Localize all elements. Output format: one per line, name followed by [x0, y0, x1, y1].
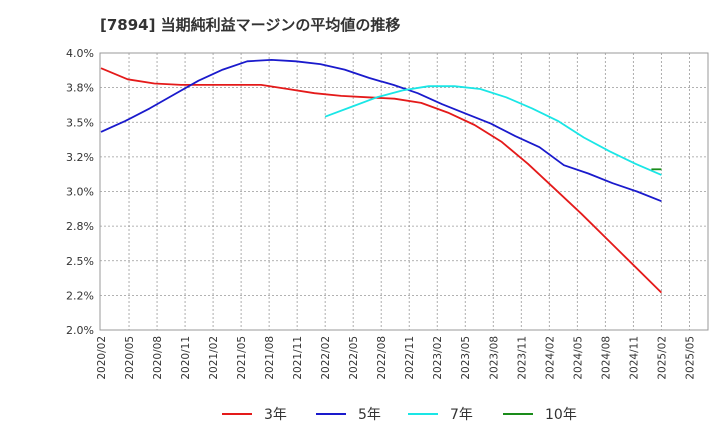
- y-tick-label: 2.2%: [66, 289, 94, 302]
- x-tick-label: 2022/05: [348, 336, 360, 380]
- grid-layer: [99, 52, 709, 331]
- x-tick-label: 2021/05: [236, 336, 248, 380]
- x-tick-label: 2023/02: [432, 336, 444, 380]
- x-tick-label: 2021/08: [264, 336, 276, 380]
- y-tick-label: 2.0%: [66, 324, 94, 337]
- x-tick-label: 2024/02: [544, 336, 556, 380]
- x-tick-label: 2022/08: [376, 336, 388, 380]
- series-line-3: [324, 85, 662, 176]
- axis-layer: 2.0% 2.2% 2.5% 2.8% 3.0% 3.2% 3.5% 3.8% 4.0% 2020…: [66, 47, 696, 380]
- y-tick-label: 3.2%: [66, 151, 94, 164]
- legend-label: 7年: [450, 407, 473, 423]
- x-tick-label: 2020/08: [152, 336, 164, 380]
- x-tick-label: 2022/02: [320, 336, 332, 380]
- x-tick-label: 2022/11: [404, 336, 416, 380]
- y-tick-label: 3.8%: [66, 82, 94, 95]
- legend-label: 5年: [358, 407, 381, 423]
- x-tick-label: 2023/05: [460, 336, 472, 380]
- series-line-2: [100, 59, 662, 203]
- x-tick-label: 2020/11: [180, 336, 192, 380]
- series-layer: [100, 59, 663, 294]
- chart-title: [7894] 当期純利益マージンの平均値の推移: [100, 16, 401, 34]
- series-line-1: [100, 67, 663, 294]
- x-tick-label: 2025/02: [656, 336, 668, 380]
- x-tick-label: 2021/02: [208, 336, 220, 380]
- y-tick-label: 2.8%: [66, 220, 94, 233]
- x-tick-label: 2024/08: [600, 336, 612, 380]
- legend-label: 10年: [545, 407, 577, 423]
- legend-label: 3年: [264, 407, 287, 423]
- x-tick-label: 2025/05: [684, 336, 696, 380]
- x-tick-label: 2023/11: [516, 336, 528, 380]
- y-tick-label: 3.5%: [66, 116, 94, 129]
- y-tick-label: 3.0%: [66, 186, 94, 199]
- x-tick-label: 2024/11: [628, 336, 640, 380]
- legend: 3年 5年 7年 10年: [222, 407, 577, 423]
- x-tick-label: 2021/11: [292, 336, 304, 380]
- y-tick-label: 2.5%: [66, 255, 94, 268]
- x-tick-label: 2023/08: [488, 336, 500, 380]
- x-tick-label: 2024/05: [572, 336, 584, 380]
- x-tick-label: 2020/05: [124, 336, 136, 380]
- x-tick-label: 2020/02: [96, 336, 108, 380]
- y-tick-label: 4.0%: [66, 47, 94, 60]
